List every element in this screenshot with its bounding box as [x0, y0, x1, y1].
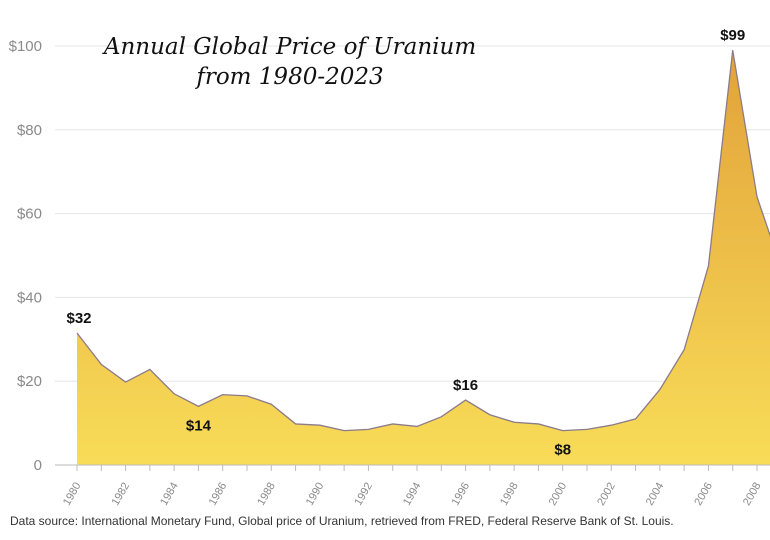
y-tick-label: $20	[17, 373, 42, 390]
x-tick-label: 2000	[547, 481, 570, 508]
y-tick-label: $100	[9, 38, 42, 55]
data-label: $32	[66, 310, 91, 327]
x-tick-label: 2006	[692, 481, 715, 508]
x-tick-label: 1990	[304, 481, 327, 508]
x-tick-label: 1992	[352, 481, 375, 508]
y-tick-label: $60	[17, 206, 42, 223]
chart-title: Annual Global Price of Uranium	[103, 34, 477, 60]
y-tick-label: $80	[17, 122, 42, 139]
x-tick-label: 2008	[741, 481, 764, 508]
y-tick-label: $40	[17, 289, 42, 306]
x-tick-label: 1988	[255, 481, 278, 508]
x-tick-label: 1998	[498, 481, 521, 508]
x-tick-label: 2004	[644, 481, 667, 508]
y-tick-label: 0	[34, 457, 42, 474]
data-labels: $32 $14 $16 $8 $99	[66, 27, 745, 458]
axes: 1980 1982 1984 1986 1988 1990 1992 1994 1996 1998…	[55, 464, 770, 508]
area-series	[76, 50, 770, 465]
area-fill	[77, 50, 770, 465]
chart-subtitle: from 1980-2023	[196, 64, 384, 90]
data-source-note: Data source: International Monetary Fund…	[10, 514, 674, 528]
data-label: $99	[720, 27, 745, 44]
price-line	[76, 50, 770, 432]
x-tick-label: 1986	[207, 481, 230, 508]
data-label: $8	[554, 442, 571, 459]
data-label: $16	[453, 377, 478, 394]
x-tick-label: 1994	[401, 481, 424, 508]
x-tick-label: 1996	[450, 481, 473, 508]
x-tick-label: 2002	[595, 481, 618, 508]
x-tick-label: 1982	[110, 481, 133, 508]
x-tick-label: 1984	[158, 481, 181, 508]
x-tick-label: 1980	[61, 481, 84, 508]
grid-lines: 0 $20 $40 $60 $80 $100	[9, 38, 770, 474]
data-label: $14	[186, 417, 212, 434]
